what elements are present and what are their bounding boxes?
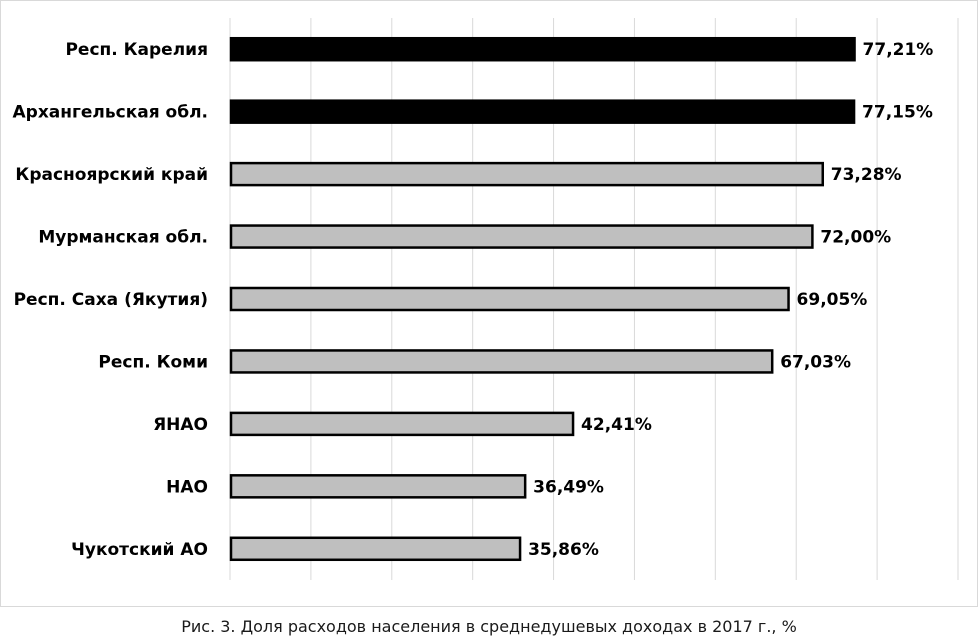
data-label: 73,28% (831, 165, 902, 185)
data-label: 77,15% (862, 103, 933, 123)
bar (229, 536, 522, 562)
data-labels: 77,21% 77,15% 73,28% 72,00% 69,05% 67,03% 42,4… (528, 40, 933, 560)
category-label: Респ. Карелия (65, 40, 208, 60)
data-label: 72,00% (820, 228, 891, 248)
category-label: Респ. Коми (98, 352, 208, 372)
category-label: Архангельская обл. (13, 103, 209, 123)
data-label: 77,21% (863, 40, 934, 60)
category-label: Мурманская обл. (38, 228, 208, 248)
category-labels: Респ. Карелия Архангельская обл. Красноярс… (13, 40, 209, 560)
bar (229, 411, 575, 437)
data-label: 67,03% (780, 352, 851, 372)
bar (229, 474, 527, 499)
bar (229, 349, 774, 374)
bar (229, 99, 856, 124)
category-label: Чукотский АО (71, 540, 208, 560)
category-label: Красноярский край (15, 165, 208, 185)
data-label: 42,41% (581, 415, 652, 435)
data-label: 35,86% (528, 540, 599, 560)
category-label: ЯНАО (153, 415, 208, 435)
data-label: 36,49% (533, 477, 604, 497)
data-label: 69,05% (797, 290, 868, 310)
figure-caption: Рис. 3. Доля расходов населения в средне… (181, 617, 797, 636)
bar (229, 36, 856, 62)
category-label: Респ. Саха (Якутия) (14, 290, 208, 310)
bars (229, 36, 856, 562)
category-label: НАО (166, 477, 208, 497)
bar (229, 224, 814, 249)
bar (229, 286, 790, 312)
bar (229, 161, 825, 187)
